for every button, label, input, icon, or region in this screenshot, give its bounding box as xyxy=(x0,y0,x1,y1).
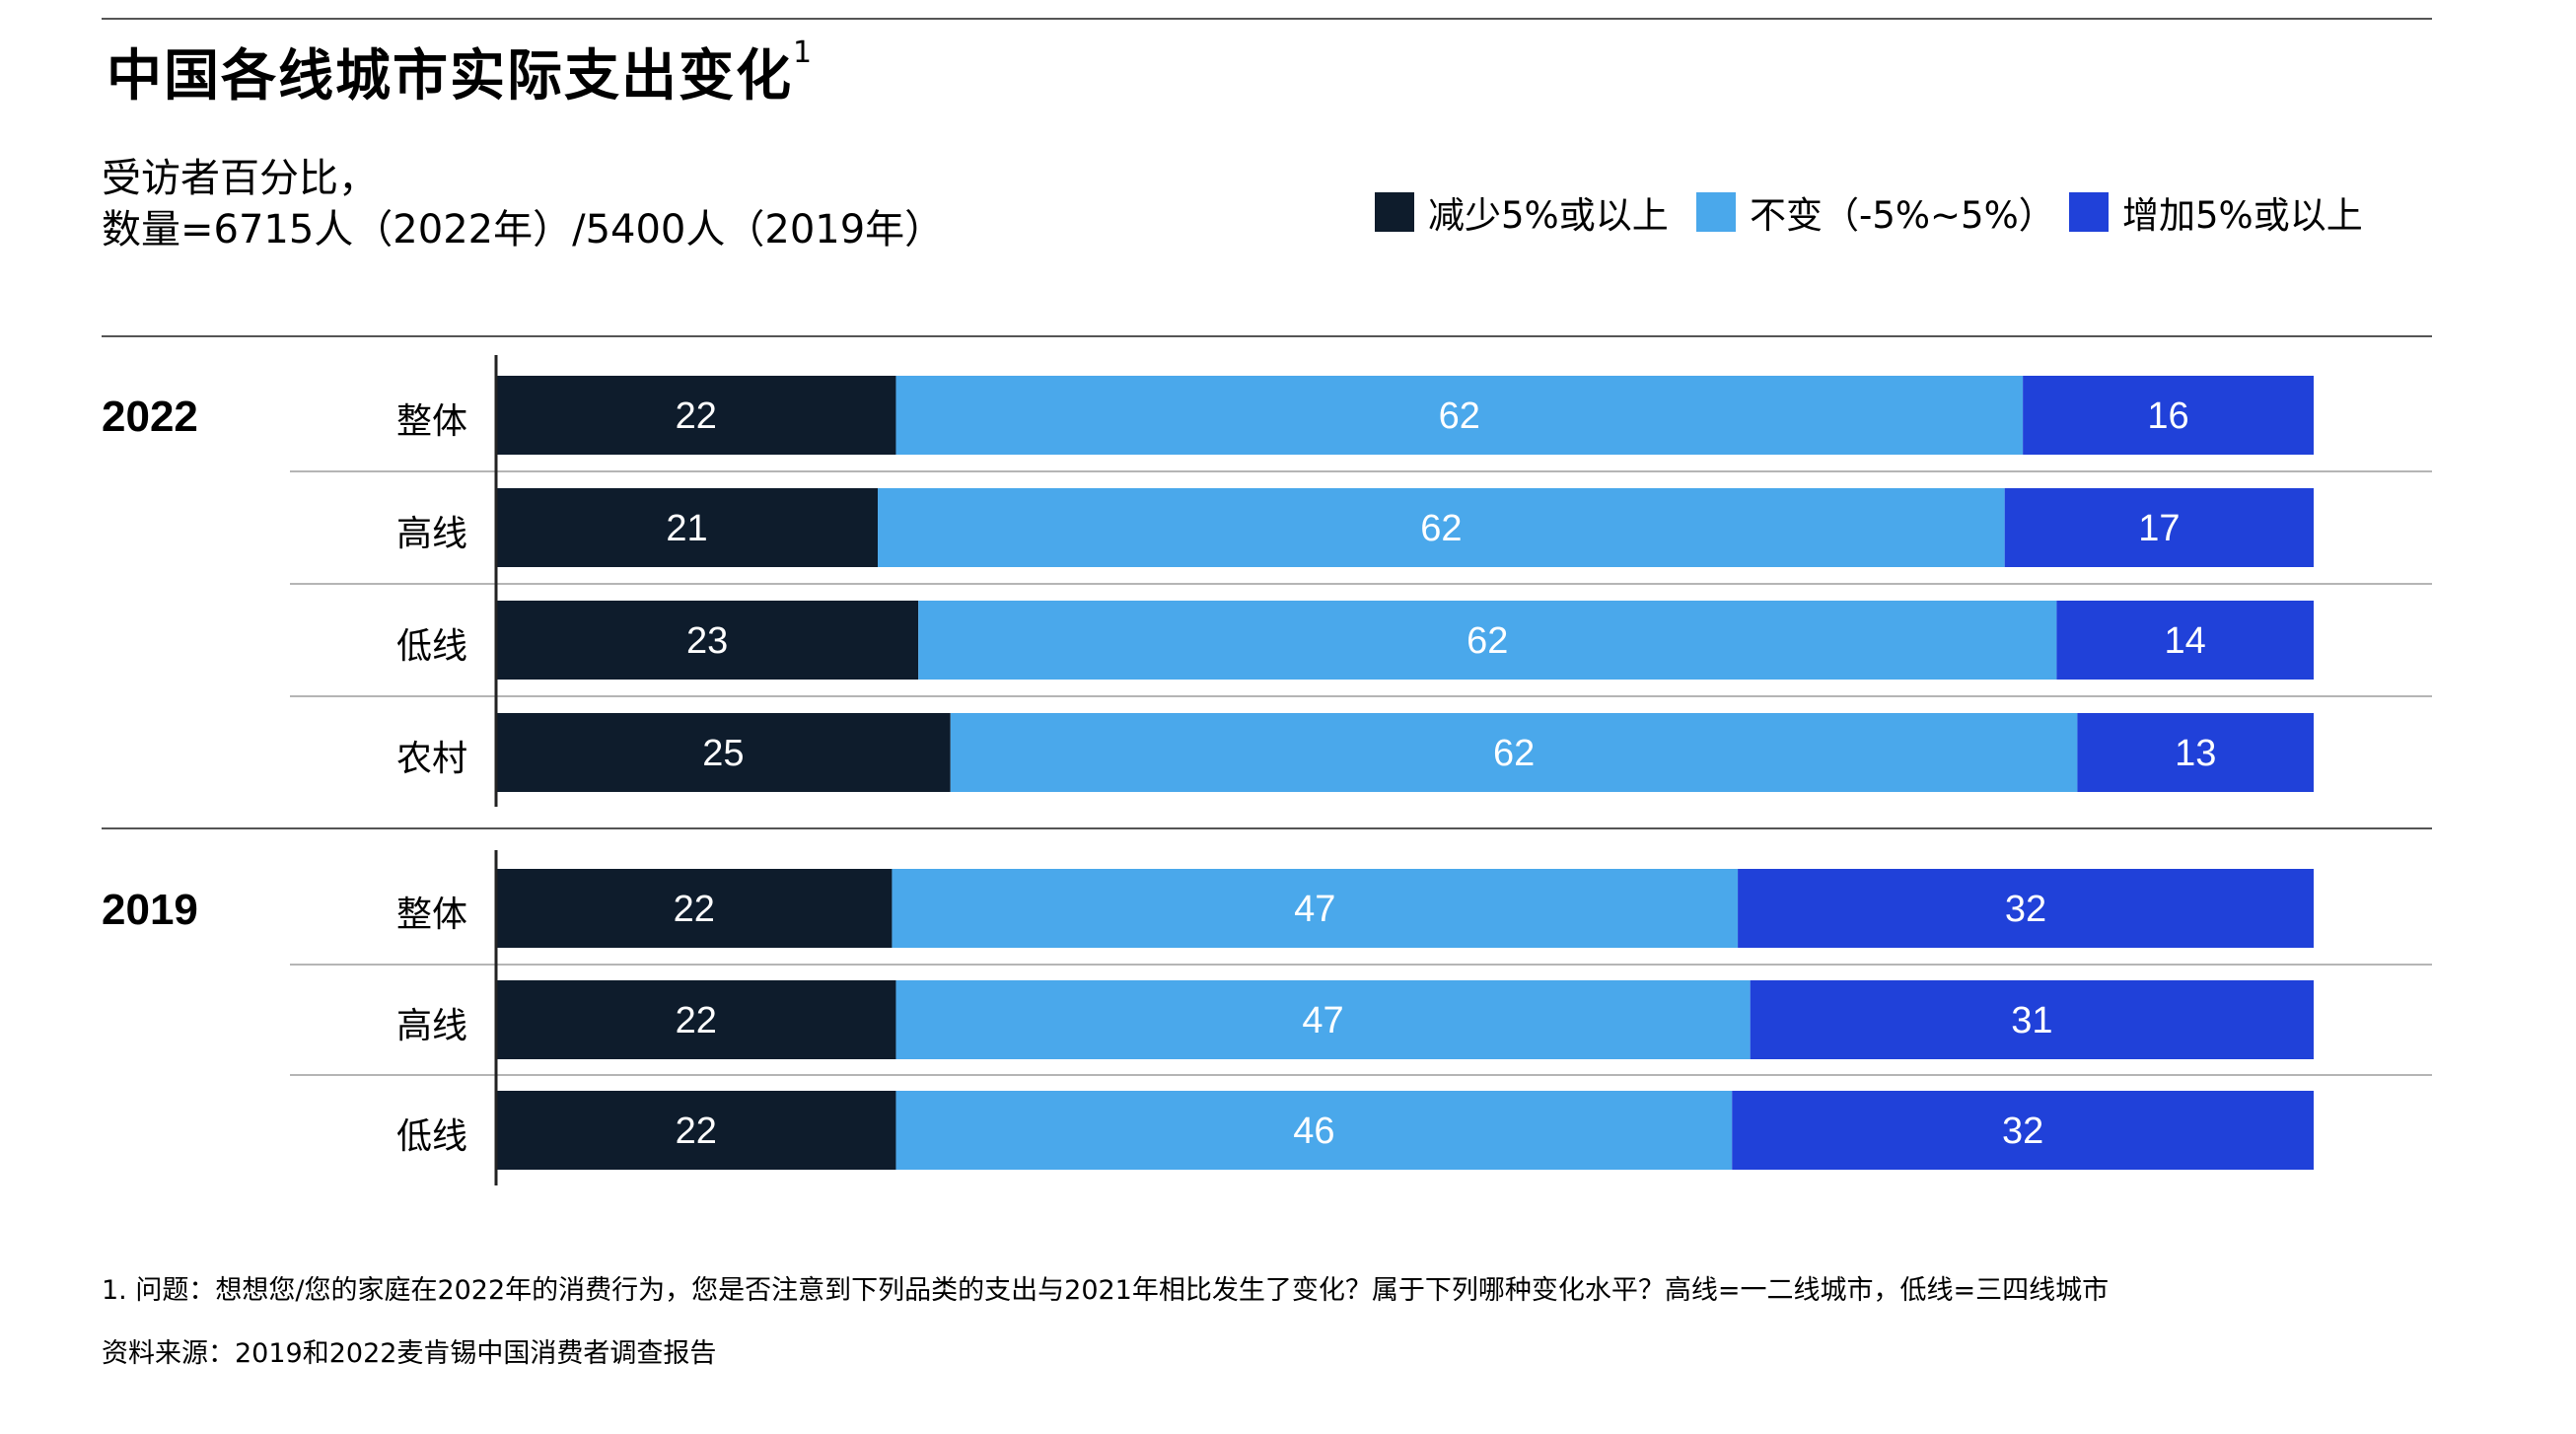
data-label: 23 xyxy=(686,620,728,662)
category-label: 高线 xyxy=(395,1006,467,1046)
legend-item-increase: 增加5%或以上 xyxy=(2069,187,2363,237)
footnote-source: 资料来源：2019和2022麦肯锡中国消费者调查报告 xyxy=(102,1338,717,1369)
data-label: 22 xyxy=(676,1000,717,1041)
legend-item-decrease: 减少5%或以上 xyxy=(1375,187,1669,237)
footnote-question: 1. 问题：想想您/您的家庭在2022年的消费行为，您是否注意到下列品类的支出与… xyxy=(102,1275,2110,1306)
bar-segment xyxy=(496,376,896,455)
bar-segment xyxy=(918,601,2057,680)
data-label: 32 xyxy=(2005,889,2046,930)
chart-title: 中国各线城市实际支出变化1 xyxy=(107,32,812,111)
section-rule-2019 xyxy=(102,827,2432,829)
bar-segment xyxy=(895,1091,1733,1170)
category-label: 低线 xyxy=(395,626,467,667)
bar-segment xyxy=(950,713,2078,792)
bar-segment xyxy=(496,713,951,792)
bar-segment xyxy=(1732,1091,2314,1170)
bar-segment xyxy=(2023,376,2314,455)
bar-segment xyxy=(496,1091,896,1170)
data-label: 22 xyxy=(676,395,717,437)
bar-segment xyxy=(1750,980,2314,1059)
data-label: 47 xyxy=(1302,1000,1343,1041)
legend-swatch-unchanged xyxy=(1696,192,1736,232)
data-label: 47 xyxy=(1294,889,1335,930)
category-label: 整体 xyxy=(395,895,467,935)
bar-segment xyxy=(496,980,896,1059)
bar-segment xyxy=(2004,488,2314,567)
subtitle-line-2: 数量=6715人（2022年）/5400人（2019年） xyxy=(102,207,945,252)
legend-swatch-decrease xyxy=(1375,192,1414,232)
section-rule-2022 xyxy=(102,335,2432,337)
bar-segment xyxy=(895,376,2024,455)
top-rule xyxy=(102,18,2432,20)
title-footnote-marker: 1 xyxy=(793,36,813,70)
data-label: 31 xyxy=(2011,1000,2052,1041)
data-label: 16 xyxy=(2147,395,2188,437)
data-label: 17 xyxy=(2138,508,2180,549)
data-label: 22 xyxy=(676,1111,717,1152)
bar-segment xyxy=(2077,713,2314,792)
data-label: 14 xyxy=(2165,620,2206,662)
subtitle-line-1: 受访者百分比， xyxy=(102,156,378,201)
legend-swatch-increase xyxy=(2069,192,2109,232)
data-label: 32 xyxy=(2002,1111,2043,1152)
legend-item-unchanged: 不变（-5%~5%） xyxy=(1696,187,2055,237)
data-label: 62 xyxy=(1420,508,1462,549)
group-label-2019: 2019 xyxy=(102,886,198,934)
category-label: 高线 xyxy=(395,514,467,554)
category-label: 低线 xyxy=(395,1116,467,1157)
bar-segment xyxy=(496,601,919,680)
bar-segment xyxy=(1738,869,2314,948)
data-label: 62 xyxy=(1439,395,1480,437)
data-label: 21 xyxy=(666,508,707,549)
group-label-2022: 2022 xyxy=(102,393,198,441)
data-label: 22 xyxy=(674,889,715,930)
legend-label-unchanged: 不变（-5%~5%） xyxy=(1750,194,2055,237)
data-label: 13 xyxy=(2175,733,2216,774)
bar-segment xyxy=(496,488,879,567)
chart-title-text: 中国各线城市实际支出变化 xyxy=(107,44,793,108)
data-label: 62 xyxy=(1467,620,1508,662)
bar-segment xyxy=(895,980,1751,1059)
category-label: 农村 xyxy=(395,739,467,779)
bar-segment xyxy=(892,869,1739,948)
bar-segment xyxy=(2056,601,2314,680)
data-label: 25 xyxy=(702,733,744,774)
legend-label-increase: 增加5%或以上 xyxy=(2122,194,2363,237)
data-label: 46 xyxy=(1293,1111,1334,1152)
data-label: 62 xyxy=(1493,733,1535,774)
legend-label-decrease: 减少5%或以上 xyxy=(1428,194,1669,237)
bar-segment xyxy=(496,869,893,948)
category-label: 整体 xyxy=(395,401,467,442)
bar-segment xyxy=(878,488,2005,567)
